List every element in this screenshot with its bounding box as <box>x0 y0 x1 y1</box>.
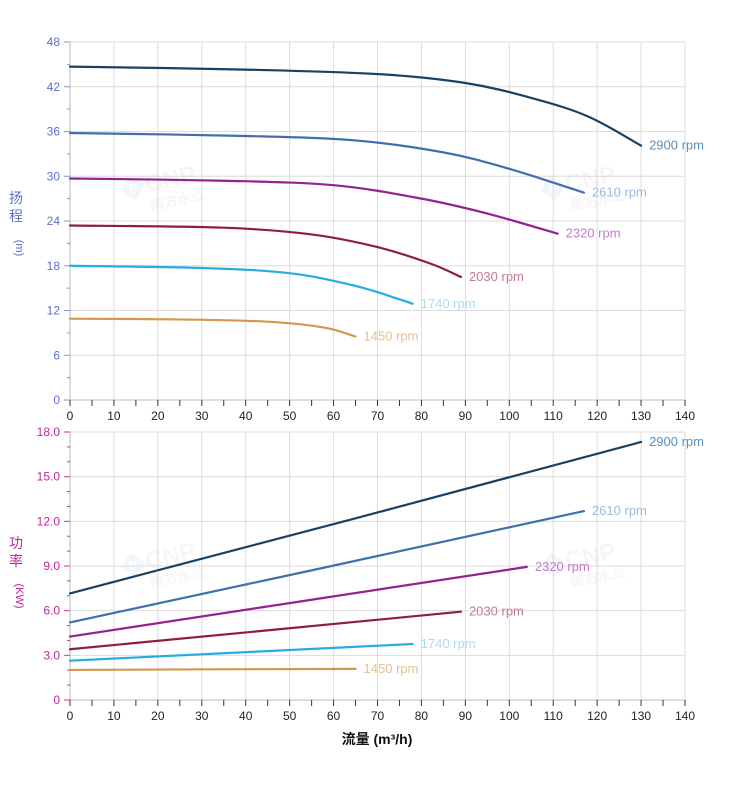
svg-text:0: 0 <box>53 693 60 707</box>
svg-text:2030 rpm: 2030 rpm <box>469 604 524 619</box>
svg-text:10: 10 <box>107 709 121 723</box>
svg-text:40: 40 <box>239 409 253 423</box>
svg-text:42: 42 <box>47 80 61 94</box>
svg-text:60: 60 <box>327 409 341 423</box>
svg-text:90: 90 <box>459 709 473 723</box>
svg-text:1450 rpm: 1450 rpm <box>364 661 419 676</box>
svg-text:率: 率 <box>9 553 23 569</box>
svg-text:36: 36 <box>47 125 61 139</box>
svg-text:70: 70 <box>371 409 385 423</box>
svg-text:100: 100 <box>499 409 519 423</box>
svg-text:130: 130 <box>631 409 651 423</box>
svg-text:30: 30 <box>47 169 61 183</box>
svg-text:30: 30 <box>195 409 209 423</box>
svg-text:140: 140 <box>675 409 695 423</box>
svg-text:(KW): (KW) <box>13 583 25 608</box>
svg-text:110: 110 <box>544 409 563 423</box>
svg-text:50: 50 <box>283 409 297 423</box>
svg-text:80: 80 <box>415 709 429 723</box>
svg-text:40: 40 <box>239 709 253 723</box>
svg-text:100: 100 <box>499 709 519 723</box>
svg-text:0: 0 <box>53 393 60 407</box>
svg-text:2320 rpm: 2320 rpm <box>566 226 621 241</box>
svg-text:12: 12 <box>47 304 61 318</box>
svg-text:24: 24 <box>47 214 61 228</box>
svg-text:18: 18 <box>47 259 61 273</box>
svg-text:0: 0 <box>67 709 74 723</box>
svg-text:20: 20 <box>151 709 165 723</box>
svg-text:功: 功 <box>9 535 23 551</box>
svg-text:50: 50 <box>283 709 297 723</box>
svg-text:流量 (m³/h): 流量 (m³/h) <box>342 731 413 747</box>
svg-text:80: 80 <box>415 409 429 423</box>
svg-text:1740 rpm: 1740 rpm <box>421 296 476 311</box>
svg-text:60: 60 <box>327 709 341 723</box>
svg-text:2900 rpm: 2900 rpm <box>649 138 704 153</box>
svg-text:2320 rpm: 2320 rpm <box>535 559 590 574</box>
svg-text:1450 rpm: 1450 rpm <box>364 329 419 344</box>
svg-text:1740 rpm: 1740 rpm <box>421 636 476 651</box>
svg-text:2030 rpm: 2030 rpm <box>469 269 524 284</box>
svg-text:130: 130 <box>631 709 651 723</box>
svg-text:18.0: 18.0 <box>37 425 61 439</box>
svg-text:120: 120 <box>587 709 607 723</box>
svg-text:110: 110 <box>544 709 563 723</box>
svg-text:扬: 扬 <box>9 190 23 206</box>
svg-text:48: 48 <box>47 35 61 49</box>
svg-text:2610 rpm: 2610 rpm <box>592 185 647 200</box>
svg-text:6.0: 6.0 <box>43 604 60 618</box>
svg-text:2610 rpm: 2610 rpm <box>592 503 647 518</box>
svg-text:70: 70 <box>371 709 385 723</box>
svg-text:120: 120 <box>587 409 607 423</box>
svg-text:0: 0 <box>67 409 74 423</box>
svg-text:12.0: 12.0 <box>37 514 61 528</box>
svg-text:程: 程 <box>9 208 23 224</box>
svg-text:(m): (m) <box>13 240 25 257</box>
svg-text:6: 6 <box>53 348 60 362</box>
svg-text:15.0: 15.0 <box>37 470 61 484</box>
svg-text:2900 rpm: 2900 rpm <box>649 434 704 449</box>
svg-text:140: 140 <box>675 709 695 723</box>
svg-text:30: 30 <box>195 709 209 723</box>
svg-text:10: 10 <box>107 409 121 423</box>
svg-text:9.0: 9.0 <box>43 559 60 573</box>
svg-text:90: 90 <box>459 409 473 423</box>
svg-text:3.0: 3.0 <box>43 648 60 662</box>
svg-text:20: 20 <box>151 409 165 423</box>
